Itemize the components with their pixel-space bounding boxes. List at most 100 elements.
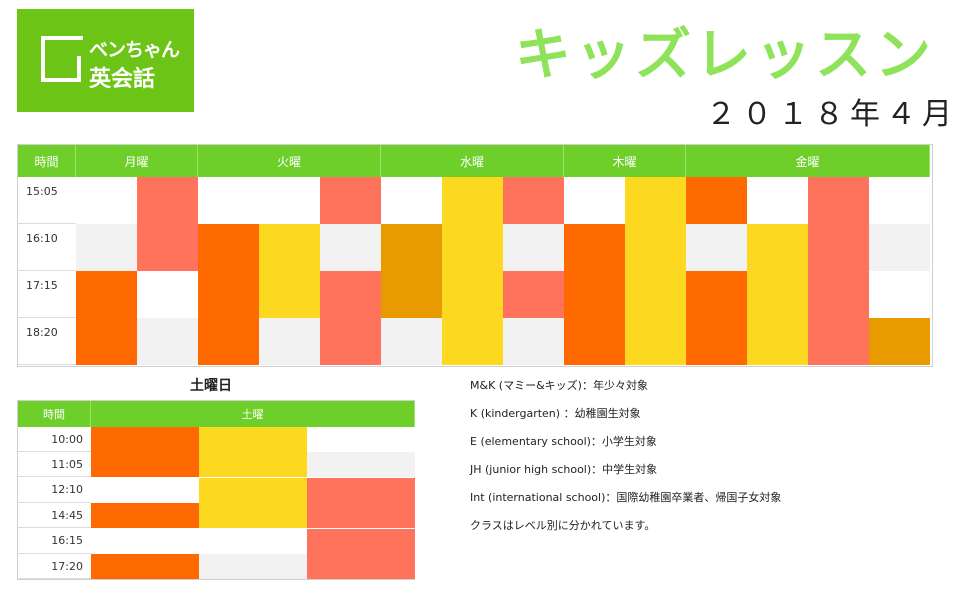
schedule-cell: [198, 224, 259, 271]
schedule-cell: [91, 554, 199, 579]
time-column-header: 時間: [18, 401, 91, 427]
saturday-title: 土曜日: [190, 378, 232, 394]
schedule-cell: [91, 477, 199, 503]
schedule-cell: [381, 224, 442, 271]
schedule-cell: [137, 318, 198, 365]
schedule-cell: [686, 318, 747, 365]
schedule-cell: [91, 528, 199, 554]
page-title: キッズレッスン: [515, 23, 935, 88]
schedule-cell: [320, 224, 381, 271]
legend-item: K (kindergarten) ：幼稚園生対象: [470, 407, 641, 420]
schedule-cell: [91, 427, 199, 452]
schedule-cell: [442, 318, 503, 365]
legend-item: M&K (マミー&キッズ)：年少々対象: [470, 379, 648, 392]
schedule-cell: [625, 271, 686, 318]
legend-item: JH (junior high school)：中学生対象: [470, 463, 658, 476]
schedule-cell: [320, 318, 381, 365]
schedule-cell: [307, 503, 415, 529]
schedule-cell: [442, 224, 503, 271]
day-header: 水曜: [381, 145, 564, 177]
schedule-cell: [307, 452, 415, 478]
time-slot-label: 17:20: [18, 554, 91, 579]
schedule-cell: [686, 177, 747, 224]
schedule-cell: [503, 224, 564, 271]
schedule-cell: [869, 271, 930, 318]
time-slot-label: 14:45: [18, 503, 91, 529]
schedule-cell: [198, 271, 259, 318]
schedule-cell: [76, 177, 137, 224]
legend-item: Int (international school)：国際幼稚園卒業者、帰国子女…: [470, 491, 782, 504]
day-header: 火曜: [198, 145, 381, 177]
month-label: ２０１８年４月: [706, 97, 958, 132]
time-slot-label: 16:15: [18, 529, 91, 554]
schedule-cell: [442, 271, 503, 318]
schedule-cell: [564, 271, 625, 318]
schedule-cell: [259, 177, 320, 224]
schedule-cell: [137, 224, 198, 271]
schedule-cell: [76, 271, 137, 318]
schedule-cell: [869, 177, 930, 224]
schedule-cell: [199, 427, 307, 452]
time-column-header: 時間: [18, 145, 76, 177]
schedule-cell: [259, 224, 320, 271]
time-slot-label: 16:10: [18, 224, 76, 271]
schedule-cell: [747, 318, 808, 365]
schedule-cell: [381, 318, 442, 365]
time-slot-label: 18:20: [18, 318, 76, 365]
schedule-cell: [91, 452, 199, 478]
schedule-cell: [381, 177, 442, 224]
schedule-cell: [442, 177, 503, 224]
time-slot-label: 17:15: [18, 271, 76, 318]
schedule-cell: [503, 318, 564, 365]
schedule-cell: [747, 271, 808, 318]
schedule-cell: [199, 528, 307, 554]
schedule-cell: [137, 271, 198, 318]
schedule-cell: [625, 224, 686, 271]
schedule-cell: [808, 177, 869, 224]
schedule-cell: [259, 271, 320, 318]
schedule-cell: [259, 318, 320, 365]
day-header: 月曜: [76, 145, 198, 177]
schedule-cell: [686, 224, 747, 271]
schedule-cell: [564, 224, 625, 271]
schedule-cell: [564, 177, 625, 224]
day-header: 金曜: [686, 145, 930, 177]
schedule-cell: [76, 318, 137, 365]
schedule-cell: [199, 477, 307, 503]
schedule-cell: [625, 177, 686, 224]
schedule-cell: [199, 554, 307, 579]
time-slot-label: 10:00: [18, 427, 91, 452]
schedule-cell: [808, 271, 869, 318]
logo-mark: [41, 36, 81, 82]
schedule-cell: [137, 177, 198, 224]
time-slot-label: 11:05: [18, 452, 91, 478]
schedule-cell: [503, 271, 564, 318]
schedule-cell: [307, 427, 415, 452]
legend-item: クラスはレベル別に分かれています。: [470, 519, 656, 532]
schedule-cell: [307, 477, 415, 503]
schedule-cell: [808, 318, 869, 365]
legend-item: E (elementary school)：小学生対象: [470, 435, 657, 448]
schedule-cell: [686, 271, 747, 318]
schedule-cell: [199, 503, 307, 529]
logo: ベンちゃん 英会話: [17, 9, 194, 112]
schedule-cell: [869, 224, 930, 271]
schedule-cell: [198, 318, 259, 365]
time-slot-label: 12:10: [18, 478, 91, 503]
schedule-cell: [307, 528, 415, 554]
schedule-cell: [503, 177, 564, 224]
schedule-cell: [198, 177, 259, 224]
schedule-cell: [808, 224, 869, 271]
schedule-cell: [625, 318, 686, 365]
day-header: 木曜: [564, 145, 686, 177]
saturday-schedule-table: 時間 土曜 10:00 11:05 12:10 14:45 16:15 17:20: [17, 400, 415, 580]
schedule-cell: [199, 452, 307, 478]
schedule-cell: [91, 503, 199, 529]
schedule-cell: [869, 318, 930, 365]
logo-text-line2: 英会話: [89, 67, 156, 92]
schedule-cell: [320, 177, 381, 224]
schedule-cell: [381, 271, 442, 318]
schedule-cell: [564, 318, 625, 365]
weekday-schedule-table: 時間 月曜 火曜 水曜 木曜 金曜 15:05 16:10 17:15 18:20: [17, 144, 933, 367]
schedule-cell: [320, 271, 381, 318]
